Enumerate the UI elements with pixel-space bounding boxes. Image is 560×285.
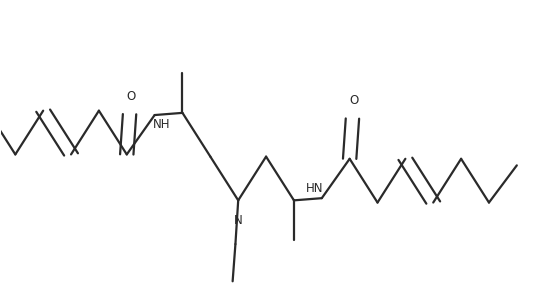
- Text: O: O: [126, 90, 136, 103]
- Text: HN: HN: [306, 182, 324, 195]
- Text: NH: NH: [152, 119, 170, 131]
- Text: N: N: [234, 214, 242, 227]
- Text: O: O: [349, 94, 358, 107]
